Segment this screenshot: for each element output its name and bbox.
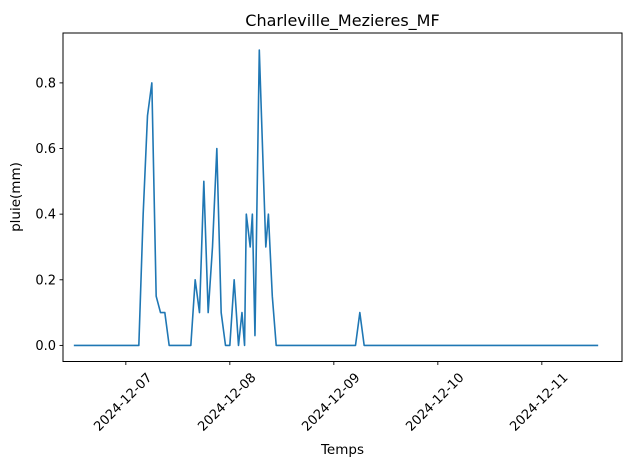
y-tick-label: 0.6 (35, 142, 56, 157)
x-axis-label: Temps (320, 442, 364, 458)
rain-series-line (73, 49, 599, 347)
y-tick-label: 0.2 (35, 273, 56, 288)
y-tick-label: 0.8 (35, 76, 56, 91)
x-tick-label: 2024-12-11 (507, 371, 571, 435)
y-tick-label: 0.4 (35, 208, 56, 223)
x-axis-ticks: 2024-12-07 2024-12-08 2024-12-09 2024-12-10… (91, 361, 571, 435)
x-tick-label: 2024-12-10 (403, 371, 467, 435)
x-tick-label: 2024-12-07 (91, 371, 155, 435)
y-axis-label: pluie(mm) (8, 162, 24, 232)
x-tick-label: 2024-12-09 (299, 371, 363, 435)
y-tick-label: 0.0 (35, 339, 56, 354)
x-tick-label: 2024-12-08 (195, 371, 259, 435)
y-axis-ticks: 0.0 0.2 0.4 0.6 0.8 (35, 76, 63, 354)
chart-title: Charleville_Mezieres_MF (245, 11, 439, 31)
plot-area (62, 32, 623, 362)
